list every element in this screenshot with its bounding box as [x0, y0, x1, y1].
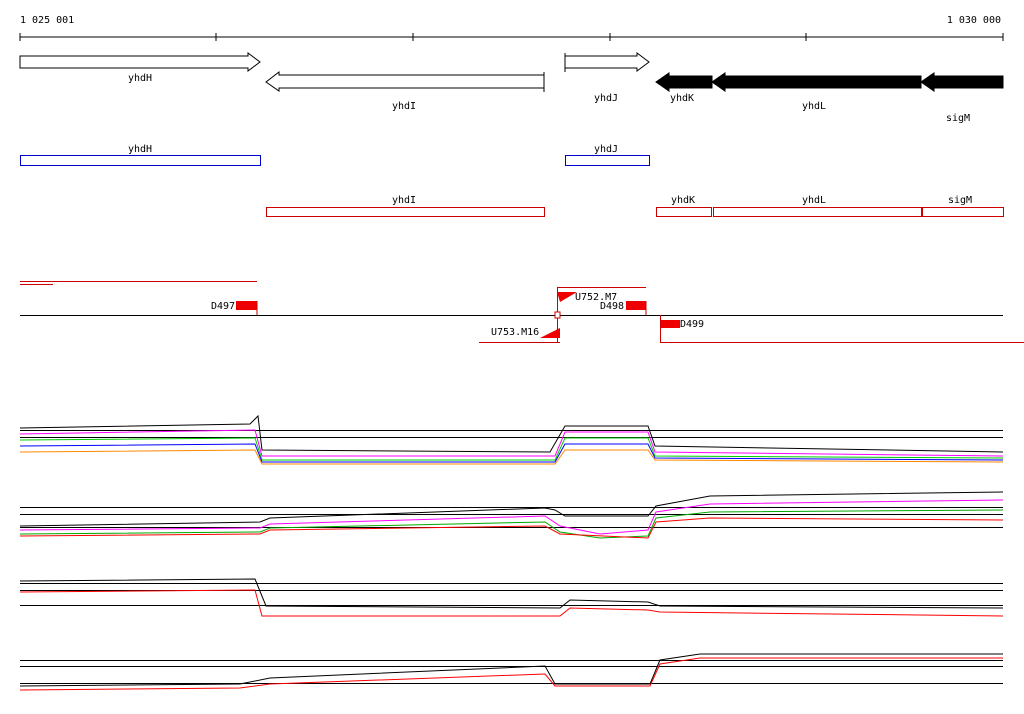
forward-transcripts	[20, 155, 650, 166]
expression-track	[19, 578, 1004, 617]
ruler-start: 1 025 001	[20, 15, 74, 26]
gene-arrows	[19, 52, 1004, 92]
feature-label: D497	[211, 301, 235, 312]
gene-label: yhdH	[128, 73, 152, 84]
feature-label: U752.M7	[575, 292, 617, 303]
feature-label: D498	[600, 301, 624, 312]
feature-track	[20, 281, 1024, 343]
expression-track	[19, 414, 1004, 465]
gene-label: yhdL	[802, 101, 826, 112]
gene-label: yhdK	[670, 93, 694, 104]
ruler-end: 1 030 000	[947, 15, 1001, 26]
expression-track	[19, 491, 1004, 539]
transcript-label: yhdH	[128, 144, 152, 155]
transcript-label: yhdL	[802, 195, 826, 206]
gene-label: yhdJ	[594, 93, 618, 104]
feature-label: D499	[680, 319, 704, 330]
transcript-label: yhdI	[392, 195, 416, 206]
transcript-label: sigM	[948, 195, 972, 206]
transcript-label: yhdJ	[594, 144, 618, 155]
gene-label: sigM	[946, 113, 970, 124]
expression-track	[19, 653, 1003, 691]
feature-label: U753.M16	[491, 327, 539, 338]
gene-label: yhdI	[392, 101, 416, 112]
ruler	[19, 33, 1004, 41]
transcript-label: yhdK	[671, 195, 695, 206]
reverse-transcripts	[266, 207, 1004, 217]
